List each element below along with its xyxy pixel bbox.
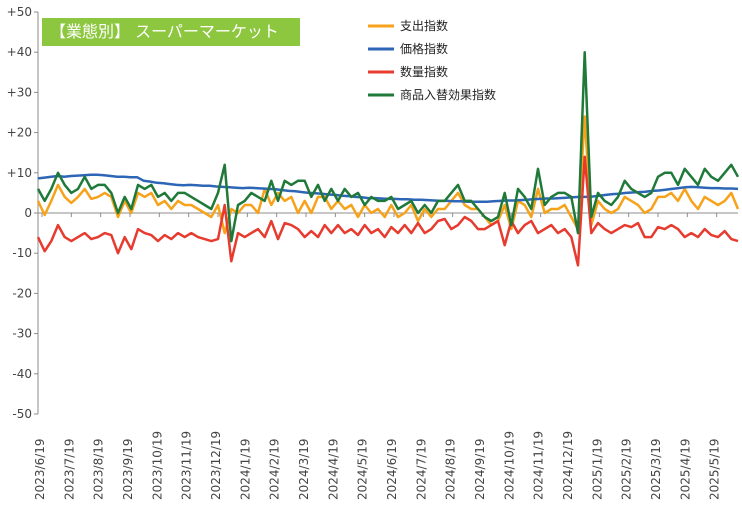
x-tick-label: 2023/9/19 — [121, 438, 135, 500]
chart-title-box — [42, 18, 300, 46]
x-tick-label: 2024/12/19 — [561, 431, 575, 500]
x-tick-label: 2025/5/19 — [708, 438, 722, 500]
x-tick-label: 2024/9/19 — [473, 438, 487, 500]
x-tick-label: 2025/1/19 — [590, 438, 604, 500]
y-tick-label: +10 — [7, 166, 32, 180]
legend-label-3: 数量指数 — [400, 64, 448, 79]
x-tick-label: 2023/7/19 — [62, 438, 76, 500]
series-line-3 — [36, 155, 739, 267]
chart-title: 【業態別】 スーパーマーケット — [50, 22, 279, 41]
y-tick-label: -40 — [12, 367, 32, 381]
y-tick-label: +20 — [7, 126, 32, 140]
legend-label-2: 価格指数 — [400, 41, 448, 56]
y-tick-label: +50 — [7, 5, 32, 19]
x-tick-label: 2024/6/19 — [385, 438, 399, 500]
y-tick-label: 0 — [24, 206, 32, 220]
y-tick-label: -50 — [12, 407, 32, 421]
x-tick-label: 2023/8/19 — [92, 438, 106, 500]
series-line-4 — [36, 50, 740, 243]
x-tick-label: 2024/8/19 — [444, 438, 458, 500]
x-tick-label: 2023/6/19 — [33, 438, 47, 500]
x-tick-label: 2024/11/19 — [532, 431, 546, 500]
x-tick-label: 2023/12/19 — [209, 431, 223, 500]
x-tick-label: 2024/1/19 — [238, 438, 252, 500]
legend-label-1: 支出指数 — [400, 18, 448, 33]
legend-label-4: 商品入替効果指数 — [400, 87, 496, 102]
x-tick-label: 2024/3/19 — [297, 438, 311, 500]
x-tick-label: 2025/4/19 — [678, 438, 692, 500]
y-tick-label: -10 — [12, 246, 32, 260]
series-line-1 — [36, 115, 740, 235]
x-tick-label: 2025/3/19 — [649, 438, 663, 500]
x-tick-label: 2025/2/19 — [620, 438, 634, 500]
x-tick-label: 2024/5/19 — [356, 438, 370, 500]
y-tick-label: +30 — [7, 85, 32, 99]
x-tick-label: 2024/7/19 — [414, 438, 428, 500]
x-tick-label: 2024/2/19 — [268, 438, 282, 500]
x-tick-label: 2023/11/19 — [180, 431, 194, 500]
x-tick-label: 2024/10/19 — [502, 431, 516, 500]
x-tick-label: 2023/10/19 — [150, 431, 164, 500]
y-tick-label: -20 — [12, 286, 32, 300]
x-tick-label: 2024/4/19 — [326, 438, 340, 500]
y-tick-label: +40 — [7, 45, 32, 59]
y-tick-label: -30 — [12, 327, 32, 341]
